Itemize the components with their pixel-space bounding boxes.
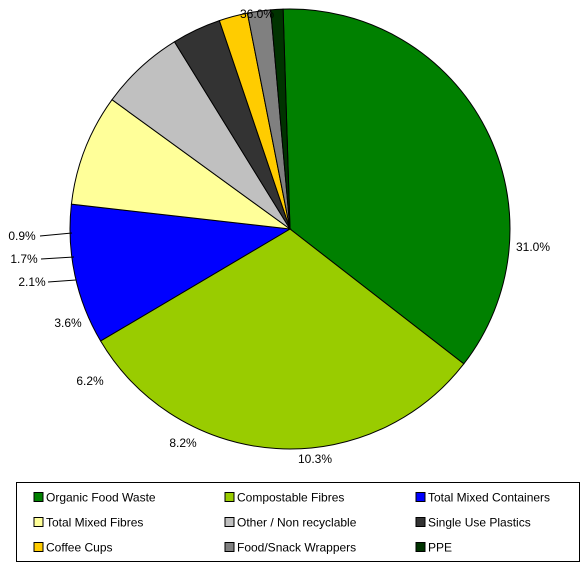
data-label-total-mixed-containers: 10.3% (298, 452, 332, 466)
data-label-single-use-plastics: 3.6% (54, 316, 82, 330)
data-label-other-non-recyclable: 6.2% (76, 374, 104, 388)
legend-swatch (224, 492, 235, 502)
legend-label: Organic Food Waste (46, 491, 156, 505)
legend-item-food-snack-wrappers: Food/Snack Wrappers (224, 541, 356, 555)
legend-item-total-mixed-fibres: Total Mixed Fibres (33, 516, 143, 530)
legend: Organic Food Waste Compostable Fibres Tota… (16, 482, 580, 562)
pie-slices (69, 8, 511, 450)
legend-swatch (33, 542, 44, 552)
legend-frame (16, 482, 580, 562)
legend-item-compostable-fibres: Compostable Fibres (224, 491, 344, 505)
slice-organic-food-waste (282, 8, 511, 365)
legend-label: Food/Snack Wrappers (237, 541, 356, 555)
data-label-ppe: 0.9% (8, 229, 36, 243)
data-label-compostable-fibres: 31.0% (516, 240, 550, 254)
legend-label: Compostable Fibres (237, 491, 344, 505)
legend-swatch (415, 517, 426, 527)
legend-item-coffee-cups: Coffee Cups (33, 541, 113, 555)
legend-swatch (415, 542, 426, 552)
leader-line-coffee-cups (47, 279, 77, 283)
legend-label: Other / Non recyclable (237, 516, 357, 530)
legend-label: Coffee Cups (46, 541, 113, 555)
legend-item-ppe: PPE (415, 541, 452, 555)
slice-total-mixed-fibres (70, 98, 292, 230)
legend-swatch (224, 517, 235, 527)
data-label-total-mixed-fibres: 8.2% (169, 436, 197, 450)
legend-swatch (33, 492, 44, 502)
legend-item-total-mixed-containers: Total Mixed Containers (415, 491, 550, 505)
slice-ppe (270, 8, 291, 230)
legend-label: Total Mixed Fibres (46, 516, 143, 530)
leader-line-ppe (39, 232, 73, 237)
legend-swatch (415, 492, 426, 502)
legend-label: PPE (428, 541, 452, 555)
data-labels: 36.0% 31.0% 10.3% 8.2% 6.2% 3.6% 2.1% 1.7% 0.9% (8, 7, 550, 466)
data-label-food-snack-wrappers: 1.7% (10, 252, 38, 266)
legend-item-single-use-plastics: Single Use Plastics (415, 516, 531, 530)
leader-line-food-snack-wrappers (40, 256, 75, 260)
slice-compostable-fibres (99, 228, 465, 450)
legend-swatch (224, 542, 235, 552)
legend-swatch (33, 517, 44, 527)
data-label-coffee-cups: 2.1% (18, 275, 46, 289)
slice-total-mixed-containers (69, 203, 292, 342)
data-label-organic-food-waste: 36.0% (240, 7, 274, 21)
legend-label: Total Mixed Containers (428, 491, 550, 505)
legend-item-organic-food-waste: Organic Food Waste (33, 491, 156, 505)
legend-item-other-non-recyclable: Other / Non recyclable (224, 516, 357, 530)
leader-lines (39, 232, 77, 283)
legend-label: Single Use Plastics (428, 516, 531, 530)
